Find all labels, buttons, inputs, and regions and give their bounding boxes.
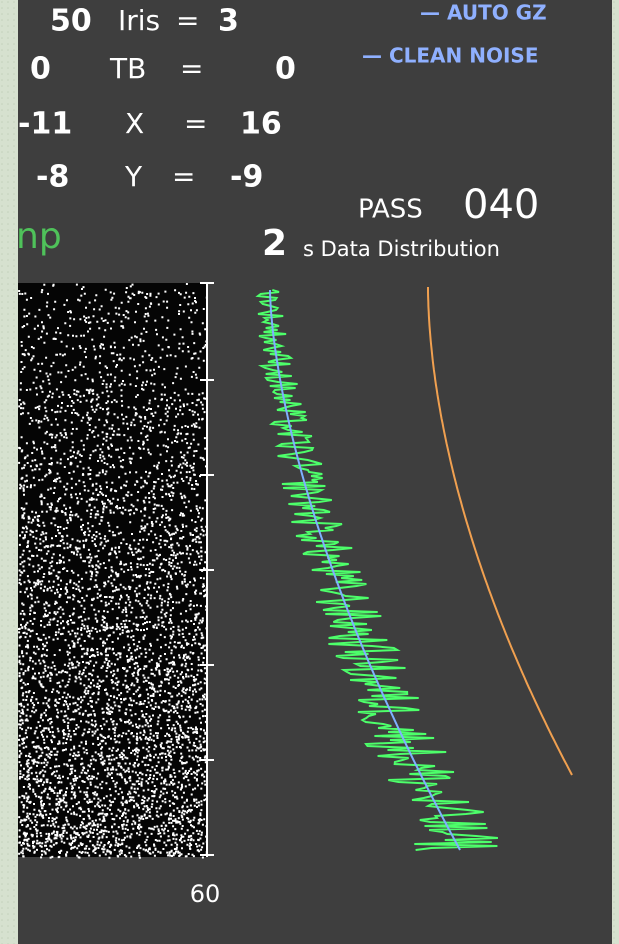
readout-value: -9 <box>230 160 263 195</box>
readout-value: 0 <box>275 52 296 87</box>
readout-left: 50 <box>50 4 92 39</box>
readout-value: 16 <box>240 107 282 142</box>
readout-eq: = <box>180 52 203 85</box>
pass-label: PASS <box>358 195 423 225</box>
cropped-label: np <box>16 216 62 257</box>
speckles <box>18 283 208 859</box>
speckle-dots <box>18 283 208 859</box>
readout-label: Y <box>124 160 143 193</box>
readout-eq: = <box>184 107 207 140</box>
axis-ticks <box>200 282 214 856</box>
readout-left: -11 <box>18 107 72 142</box>
fit-curve <box>269 289 461 851</box>
pass-number: 040 <box>463 182 539 228</box>
green-trace <box>255 289 498 851</box>
distribution-label: s Data Distribution <box>303 237 500 261</box>
readout-eq: = <box>176 4 199 37</box>
readout-label: Iris <box>118 4 160 37</box>
orange-curve <box>427 287 573 776</box>
axis-label: 60 <box>190 880 221 908</box>
legend-entry: — CLEAN NOISE <box>362 44 538 68</box>
readout-eq: = <box>172 160 195 193</box>
content: 50 Iris = 3 0 TB = 0 -11 X = 16 -8 Y = -… <box>16 1 573 908</box>
distribution-count: 2 <box>262 223 287 264</box>
legend-entry: — AUTO GZ <box>420 1 547 25</box>
readout-value: 3 <box>218 4 239 39</box>
readout-left: -8 <box>36 160 69 195</box>
readout-label: X <box>125 107 144 140</box>
readout-label: TB <box>109 52 146 85</box>
readout-left: 0 <box>30 52 51 87</box>
